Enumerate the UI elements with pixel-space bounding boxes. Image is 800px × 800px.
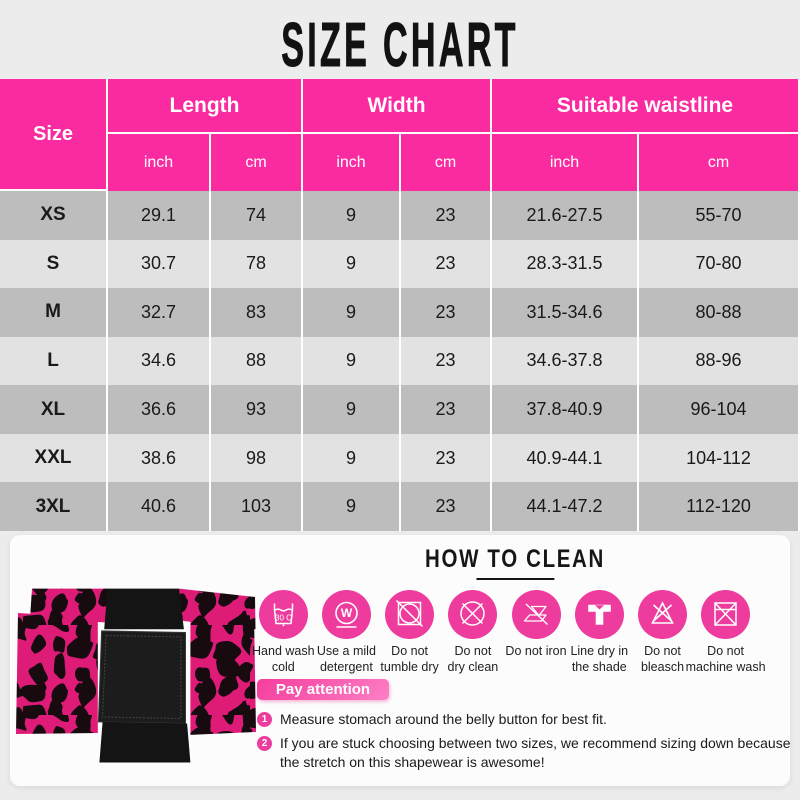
svg-text:W: W (341, 606, 353, 620)
svg-text:30 C: 30 C (275, 614, 292, 623)
